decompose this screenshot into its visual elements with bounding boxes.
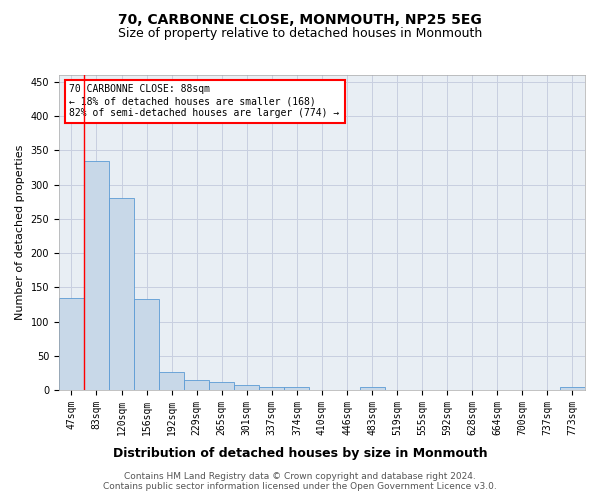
Bar	[59, 298, 84, 390]
Bar	[560, 388, 585, 390]
Y-axis label: Number of detached properties: Number of detached properties	[15, 145, 25, 320]
Bar	[209, 382, 234, 390]
Bar	[134, 299, 159, 390]
Bar	[159, 372, 184, 390]
Bar	[184, 380, 209, 390]
Text: Distribution of detached houses by size in Monmouth: Distribution of detached houses by size …	[113, 448, 487, 460]
Bar	[284, 388, 310, 390]
Bar	[359, 388, 385, 390]
Bar	[84, 160, 109, 390]
Text: 70, CARBONNE CLOSE, MONMOUTH, NP25 5EG: 70, CARBONNE CLOSE, MONMOUTH, NP25 5EG	[118, 12, 482, 26]
Bar	[234, 385, 259, 390]
Text: Size of property relative to detached houses in Monmouth: Size of property relative to detached ho…	[118, 28, 482, 40]
Bar	[109, 198, 134, 390]
Bar	[259, 386, 284, 390]
Text: 70 CARBONNE CLOSE: 88sqm
← 18% of detached houses are smaller (168)
82% of semi-: 70 CARBONNE CLOSE: 88sqm ← 18% of detach…	[70, 84, 340, 117]
Text: Contains HM Land Registry data © Crown copyright and database right 2024.: Contains HM Land Registry data © Crown c…	[124, 472, 476, 481]
Text: Contains public sector information licensed under the Open Government Licence v3: Contains public sector information licen…	[103, 482, 497, 491]
